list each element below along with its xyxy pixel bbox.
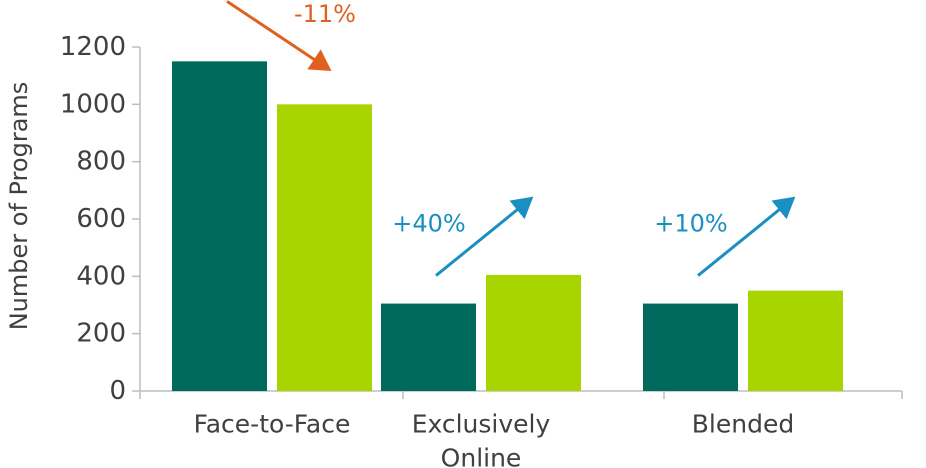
change-arrow-icon [226, 0, 332, 71]
y-axis: 0 200 400 600 800 1000 1200 [60, 32, 141, 406]
change-label: -11% [294, 0, 356, 28]
bar [748, 290, 843, 391]
change-label: +10% [654, 210, 727, 238]
bar [172, 61, 267, 391]
change-arrow-icon [435, 196, 534, 277]
y-tick-label: 0 [109, 376, 126, 406]
bar [643, 303, 738, 391]
y-axis-title: Number of Programs [5, 82, 33, 331]
category-label: Face-to-Face [194, 410, 351, 439]
category-labels: Face-to-Face Exclusively Online Blended [194, 410, 795, 468]
change-arrow-icon [697, 196, 796, 277]
y-tick-label: 800 [76, 147, 126, 177]
bar [277, 104, 372, 391]
category-label: Exclusively [412, 410, 551, 439]
y-tick-label: 600 [76, 204, 126, 234]
category-label: Online [441, 444, 522, 468]
bars [172, 61, 843, 391]
annotations: -11% +40% +10% [226, 0, 796, 277]
y-tick-label: 200 [76, 319, 126, 349]
bar [486, 274, 581, 391]
bar [381, 303, 476, 391]
category-label: Blended [692, 410, 794, 439]
y-tick-label: 1000 [60, 89, 126, 119]
change-label: +40% [392, 210, 465, 238]
y-tick-label: 1200 [60, 32, 126, 62]
y-tick-label: 400 [76, 261, 126, 291]
x-axis [139, 390, 903, 399]
